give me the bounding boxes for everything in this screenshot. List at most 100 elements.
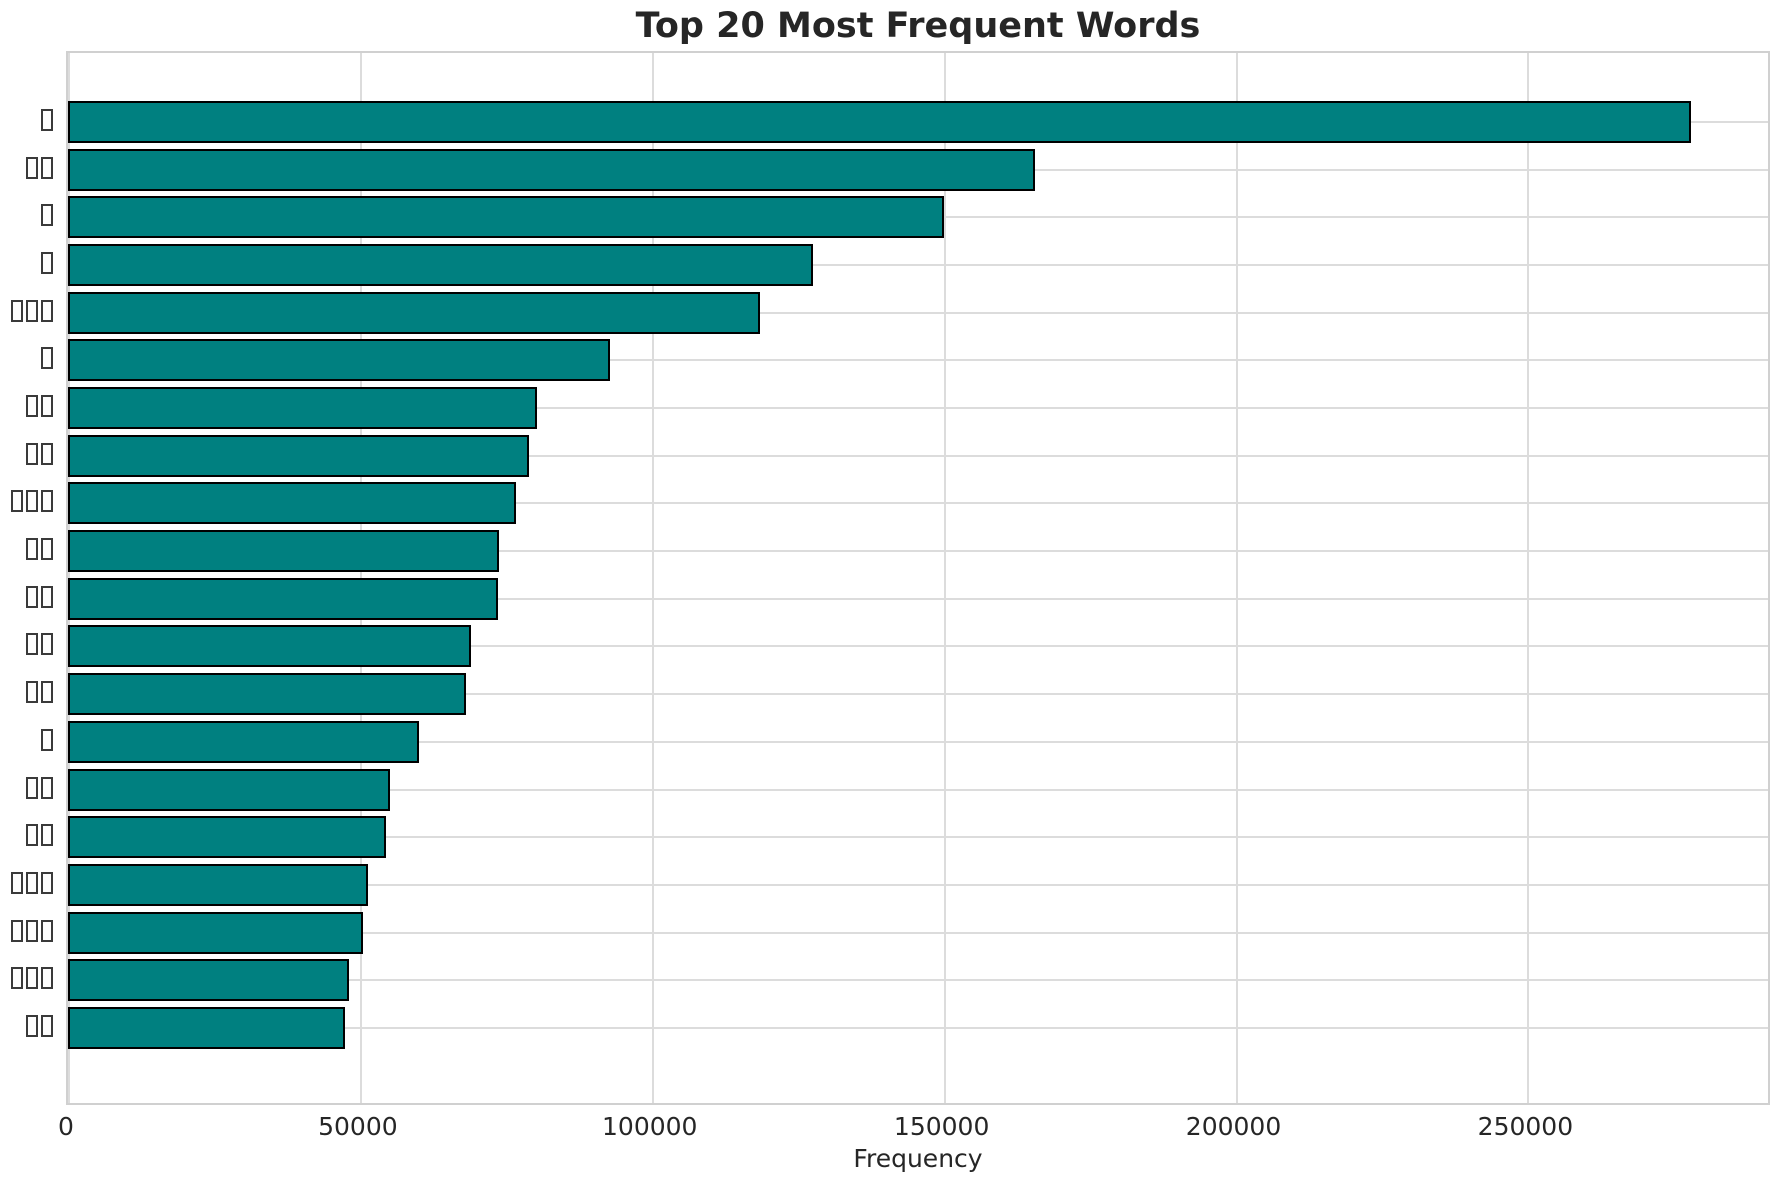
x-gridline bbox=[943, 53, 946, 1103]
missing-glyph-box bbox=[26, 681, 38, 704]
missing-glyph-box bbox=[41, 1014, 53, 1037]
missing-glyph-box bbox=[41, 347, 53, 370]
y-tick-label-18 bbox=[0, 917, 53, 945]
missing-glyph-box bbox=[26, 442, 38, 465]
y-gridline bbox=[68, 407, 1768, 410]
y-gridline bbox=[68, 550, 1768, 553]
y-gridline bbox=[68, 359, 1768, 362]
missing-glyph-box bbox=[41, 204, 53, 227]
y-gridline bbox=[68, 788, 1768, 791]
y-tick-label-10 bbox=[0, 535, 53, 563]
missing-glyph-box bbox=[26, 490, 38, 513]
bar-5 bbox=[68, 291, 761, 334]
missing-glyph-box bbox=[41, 585, 53, 608]
y-gridline bbox=[68, 454, 1768, 457]
x-tick-label-200000: 200000 bbox=[1185, 1112, 1282, 1141]
missing-glyph-box bbox=[26, 1014, 38, 1037]
missing-glyph-box bbox=[41, 633, 53, 656]
missing-glyph-box bbox=[11, 967, 23, 990]
y-tick-label-7 bbox=[0, 392, 53, 420]
y-tick-label-2 bbox=[0, 154, 53, 182]
x-tick-label-0: 0 bbox=[58, 1112, 74, 1141]
y-tick-label-11 bbox=[0, 583, 53, 611]
bar-13 bbox=[68, 673, 467, 716]
missing-glyph-box bbox=[11, 490, 23, 513]
missing-glyph-box bbox=[41, 538, 53, 561]
missing-glyph-box bbox=[41, 824, 53, 847]
y-gridline bbox=[68, 979, 1768, 982]
missing-glyph-box bbox=[26, 395, 38, 418]
y-gridline bbox=[68, 836, 1768, 839]
bar-17 bbox=[68, 863, 369, 906]
bar-14 bbox=[68, 720, 420, 763]
missing-glyph-box bbox=[26, 967, 38, 990]
x-gridline bbox=[1527, 53, 1530, 1103]
missing-glyph-box bbox=[41, 681, 53, 704]
missing-glyph-box bbox=[11, 919, 23, 942]
y-tick-label-13 bbox=[0, 678, 53, 706]
y-tick-label-8 bbox=[0, 440, 53, 468]
missing-glyph-box bbox=[41, 728, 53, 751]
bar-18 bbox=[68, 911, 363, 954]
x-gridline bbox=[651, 53, 654, 1103]
y-gridline bbox=[68, 883, 1768, 886]
missing-glyph-box bbox=[26, 538, 38, 561]
missing-glyph-box bbox=[26, 776, 38, 799]
x-tick-label-250000: 250000 bbox=[1477, 1112, 1574, 1141]
missing-glyph-box bbox=[41, 776, 53, 799]
missing-glyph-box bbox=[41, 299, 53, 322]
x-tick-label-150000: 150000 bbox=[893, 1112, 990, 1141]
bar-3 bbox=[68, 196, 944, 239]
missing-glyph-box bbox=[11, 299, 23, 322]
missing-glyph-box bbox=[26, 824, 38, 847]
y-gridline bbox=[68, 264, 1768, 267]
x-axis-title: Frequency bbox=[853, 1144, 983, 1173]
bar-2 bbox=[68, 148, 1036, 191]
missing-glyph-box bbox=[41, 395, 53, 418]
bar-10 bbox=[68, 530, 500, 573]
y-gridline bbox=[68, 502, 1768, 505]
x-tick-label-50000: 50000 bbox=[318, 1112, 398, 1141]
missing-glyph-box bbox=[26, 299, 38, 322]
y-tick-label-5 bbox=[0, 297, 53, 325]
y-gridline bbox=[68, 311, 1768, 314]
y-tick-label-1 bbox=[0, 106, 53, 134]
y-tick-label-16 bbox=[0, 821, 53, 849]
y-tick-label-3 bbox=[0, 201, 53, 229]
missing-glyph-box bbox=[41, 871, 53, 894]
bar-15 bbox=[68, 768, 390, 811]
y-gridline bbox=[68, 740, 1768, 743]
y-tick-label-14 bbox=[0, 726, 53, 754]
missing-glyph-box bbox=[41, 919, 53, 942]
bar-1 bbox=[68, 101, 1691, 143]
bar-12 bbox=[68, 625, 471, 668]
y-gridline bbox=[68, 645, 1768, 648]
x-gridline bbox=[1235, 53, 1238, 1103]
y-tick-label-9 bbox=[0, 487, 53, 515]
missing-glyph-box bbox=[26, 156, 38, 179]
bar-8 bbox=[68, 434, 529, 477]
bar-20 bbox=[68, 1006, 346, 1049]
bar-19 bbox=[68, 959, 350, 1002]
y-gridline bbox=[68, 597, 1768, 600]
y-tick-label-20 bbox=[0, 1012, 53, 1040]
missing-glyph-box bbox=[41, 490, 53, 513]
missing-glyph-box bbox=[41, 109, 53, 131]
missing-glyph-box bbox=[41, 252, 53, 275]
bar-7 bbox=[68, 387, 537, 430]
missing-glyph-box bbox=[41, 442, 53, 465]
y-tick-label-6 bbox=[0, 344, 53, 372]
y-gridline bbox=[68, 931, 1768, 934]
y-tick-label-12 bbox=[0, 630, 53, 658]
y-gridline bbox=[68, 1026, 1768, 1029]
missing-glyph-box bbox=[11, 871, 23, 894]
bar-4 bbox=[68, 244, 814, 287]
bar-9 bbox=[68, 482, 516, 525]
y-tick-label-19 bbox=[0, 964, 53, 992]
y-tick-label-15 bbox=[0, 774, 53, 802]
x-tick-label-100000: 100000 bbox=[602, 1112, 698, 1141]
y-tick-label-17 bbox=[0, 869, 53, 897]
bar-11 bbox=[68, 577, 498, 620]
chart-title: Top 20 Most Frequent Words bbox=[635, 6, 1201, 46]
